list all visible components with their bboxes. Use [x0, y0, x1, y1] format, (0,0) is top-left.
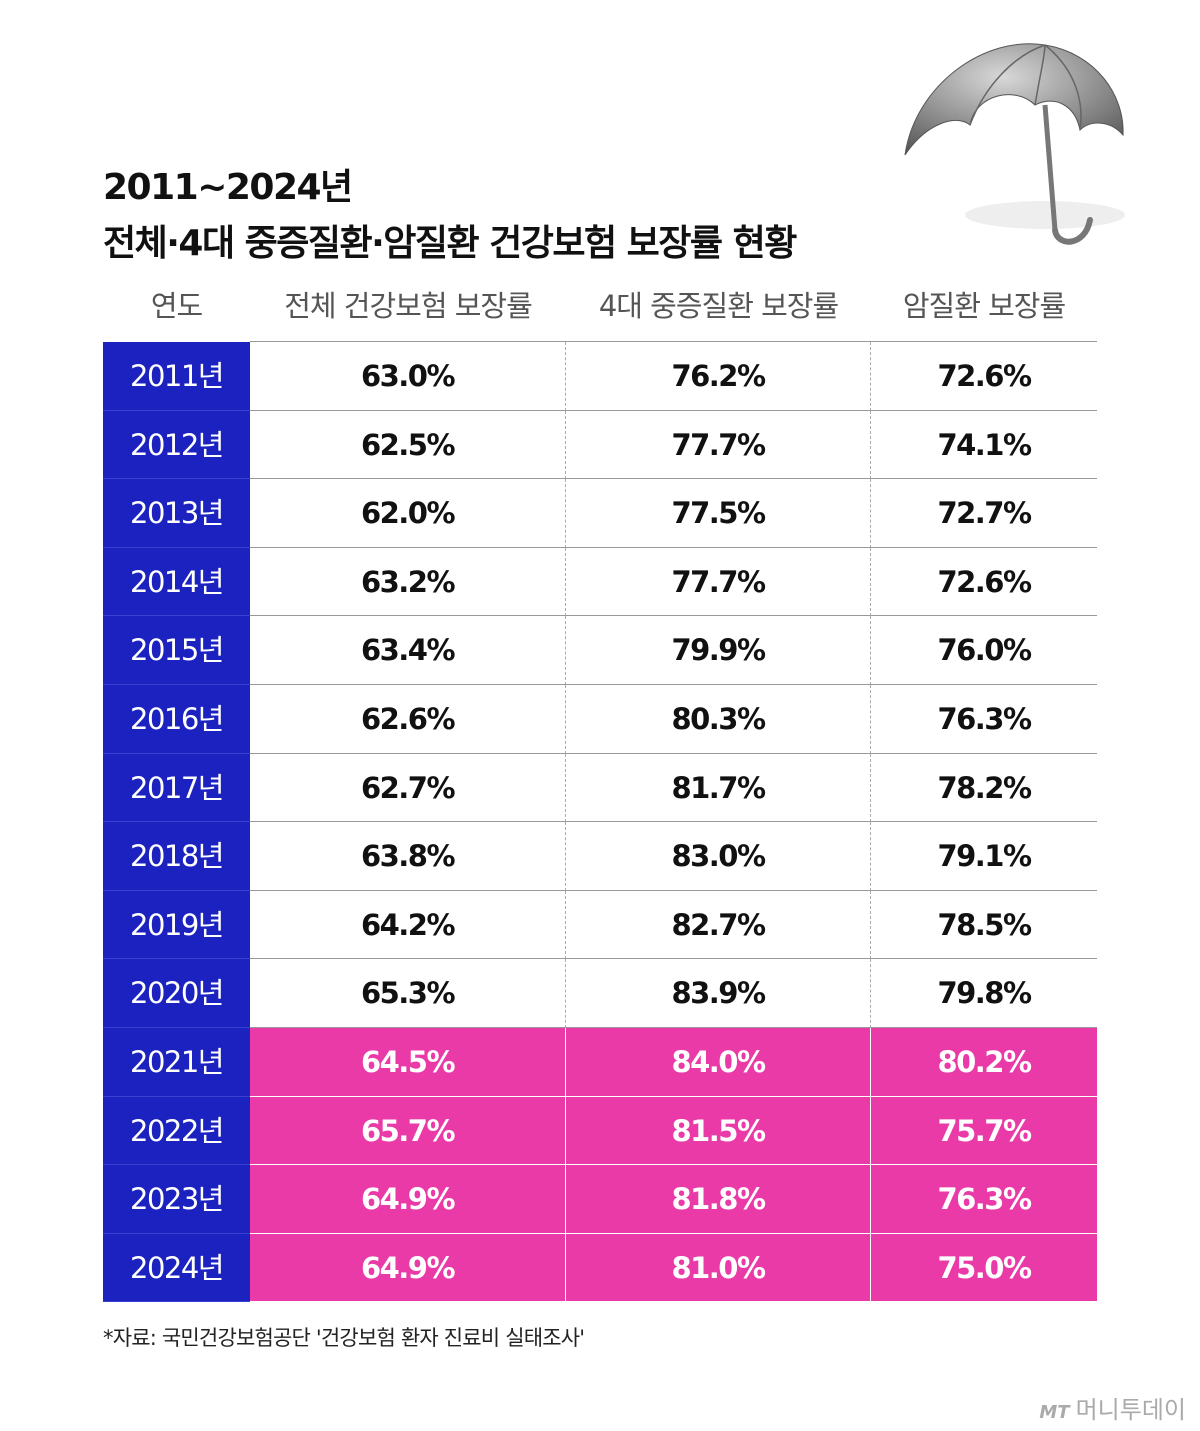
value-cell: 75.7% — [871, 1096, 1097, 1166]
value-cell: 76.3% — [871, 685, 1097, 754]
column-header: 전체 건강보험 보장률 — [284, 289, 533, 323]
logo: MT 머니투데이 — [1039, 1390, 1186, 1425]
value-cell: 63.0% — [250, 342, 566, 411]
value-cell: 72.6% — [871, 342, 1097, 411]
value-cell: 78.5% — [871, 891, 1097, 960]
value-cell: 64.9% — [250, 1233, 566, 1303]
value-cell: 83.9% — [566, 959, 871, 1028]
year-cell: 2021년 — [103, 1027, 250, 1097]
value-cell: 65.3% — [250, 959, 566, 1028]
table-row: 2020년 65.3% 83.9% 79.8% — [103, 959, 1097, 1028]
table-row: 2012년 62.5% 77.7% 74.1% — [103, 410, 1097, 480]
value-cell: 77.5% — [566, 479, 871, 548]
table-row: 2018년 63.8% 83.0% 79.1% — [103, 822, 1097, 891]
value-cell: 79.9% — [566, 616, 871, 685]
table-row: 2022년 65.7% 81.5% 75.7% — [103, 1096, 1097, 1166]
value-cell: 63.8% — [250, 822, 566, 891]
value-cell: 72.6% — [871, 548, 1097, 617]
year-cell: 2020년 — [103, 959, 250, 1028]
table-row: 2019년 64.2% 82.7% 78.5% — [103, 890, 1097, 960]
table-row: 2013년 62.0% 77.5% 72.7% — [103, 479, 1097, 548]
value-cell: 81.5% — [566, 1096, 871, 1166]
value-cell: 72.7% — [871, 479, 1097, 548]
logo-mark: MT — [1039, 1402, 1070, 1423]
value-cell: 84.0% — [566, 1027, 871, 1097]
value-cell: 78.2% — [871, 754, 1097, 823]
year-cell: 2018년 — [103, 822, 250, 891]
year-cell: 2015년 — [103, 616, 250, 685]
year-cell: 2019년 — [103, 890, 250, 960]
value-cell: 79.8% — [871, 959, 1097, 1028]
value-cell: 76.0% — [871, 616, 1097, 685]
year-cell: 2011년 — [103, 342, 250, 411]
title: 전체·4대 중증질환·암질환 건강보험 보장률 현황 — [103, 223, 797, 264]
column-header: 4대 중증질환 보장률 — [598, 289, 839, 323]
table: 2011년 63.0% 76.2% 72.6% 2012년 62.5% 77.7% 74.1%… — [103, 342, 1097, 1303]
value-cell: 80.2% — [871, 1027, 1097, 1097]
value-cell: 63.4% — [250, 616, 566, 685]
value-cell: 64.5% — [250, 1027, 566, 1097]
value-cell: 74.1% — [871, 411, 1097, 480]
table-row: 2015년 63.4% 79.9% 76.0% — [103, 616, 1097, 685]
table-row: 2023년 64.9% 81.8% 76.3% — [103, 1165, 1097, 1234]
table-row: 2016년 62.6% 80.3% 76.3% — [103, 684, 1097, 754]
year-cell: 2017년 — [103, 753, 250, 823]
title: 2011~2024년 — [103, 167, 353, 208]
value-cell: 76.2% — [566, 342, 871, 411]
value-cell: 77.7% — [566, 410, 871, 480]
umbrella-icon — [904, 43, 1125, 245]
column-header: 암질환 보장률 — [902, 289, 1066, 323]
value-cell: 62.6% — [250, 684, 566, 754]
value-cell: 65.7% — [250, 1096, 566, 1166]
value-cell: 81.0% — [566, 1233, 871, 1303]
value-cell: 64.2% — [250, 890, 566, 960]
year-cell: 2023년 — [103, 1165, 250, 1234]
value-cell: 75.0% — [871, 1233, 1097, 1303]
year-cell: 2024년 — [103, 1233, 250, 1303]
value-cell: 76.3% — [871, 1165, 1097, 1234]
table-border — [250, 341, 1097, 342]
logo-text: 머니투데이 — [1075, 1396, 1186, 1424]
value-cell: 77.7% — [566, 547, 871, 617]
year-cell: 2012년 — [103, 410, 250, 480]
table-row: 2017년 62.7% 81.7% 78.2% — [103, 753, 1097, 823]
value-cell: 62.7% — [250, 753, 566, 823]
column-header: 연도 — [150, 289, 203, 323]
source-note: *자료: 국민건강보험공단 '건강보험 환자 진료비 실태조사' — [103, 1326, 585, 1350]
table-header: 연도 전체 건강보험 보장률 4대 중증질환 보장률 암질환 보장률 — [103, 282, 1097, 330]
value-cell: 79.1% — [871, 822, 1097, 891]
value-cell: 80.3% — [566, 684, 871, 754]
table-row: 2021년 64.5% 84.0% 80.2% — [103, 1027, 1097, 1097]
value-cell: 82.7% — [566, 890, 871, 960]
table-row: 2014년 63.2% 77.7% 72.6% — [103, 547, 1097, 617]
value-cell: 64.9% — [250, 1165, 566, 1234]
value-cell: 81.8% — [566, 1165, 871, 1234]
value-cell: 63.2% — [250, 547, 566, 617]
year-cell: 2014년 — [103, 547, 250, 617]
table-row: 2024년 64.9% 81.0% 75.0% — [103, 1233, 1097, 1303]
value-cell: 62.5% — [250, 410, 566, 480]
year-cell: 2016년 — [103, 684, 250, 754]
year-cell: 2013년 — [103, 479, 250, 548]
table-row: 2011년 63.0% 76.2% 72.6% — [103, 342, 1097, 411]
value-cell: 83.0% — [566, 822, 871, 891]
value-cell: 81.7% — [566, 753, 871, 823]
year-cell: 2022년 — [103, 1096, 250, 1166]
value-cell: 62.0% — [250, 479, 566, 548]
